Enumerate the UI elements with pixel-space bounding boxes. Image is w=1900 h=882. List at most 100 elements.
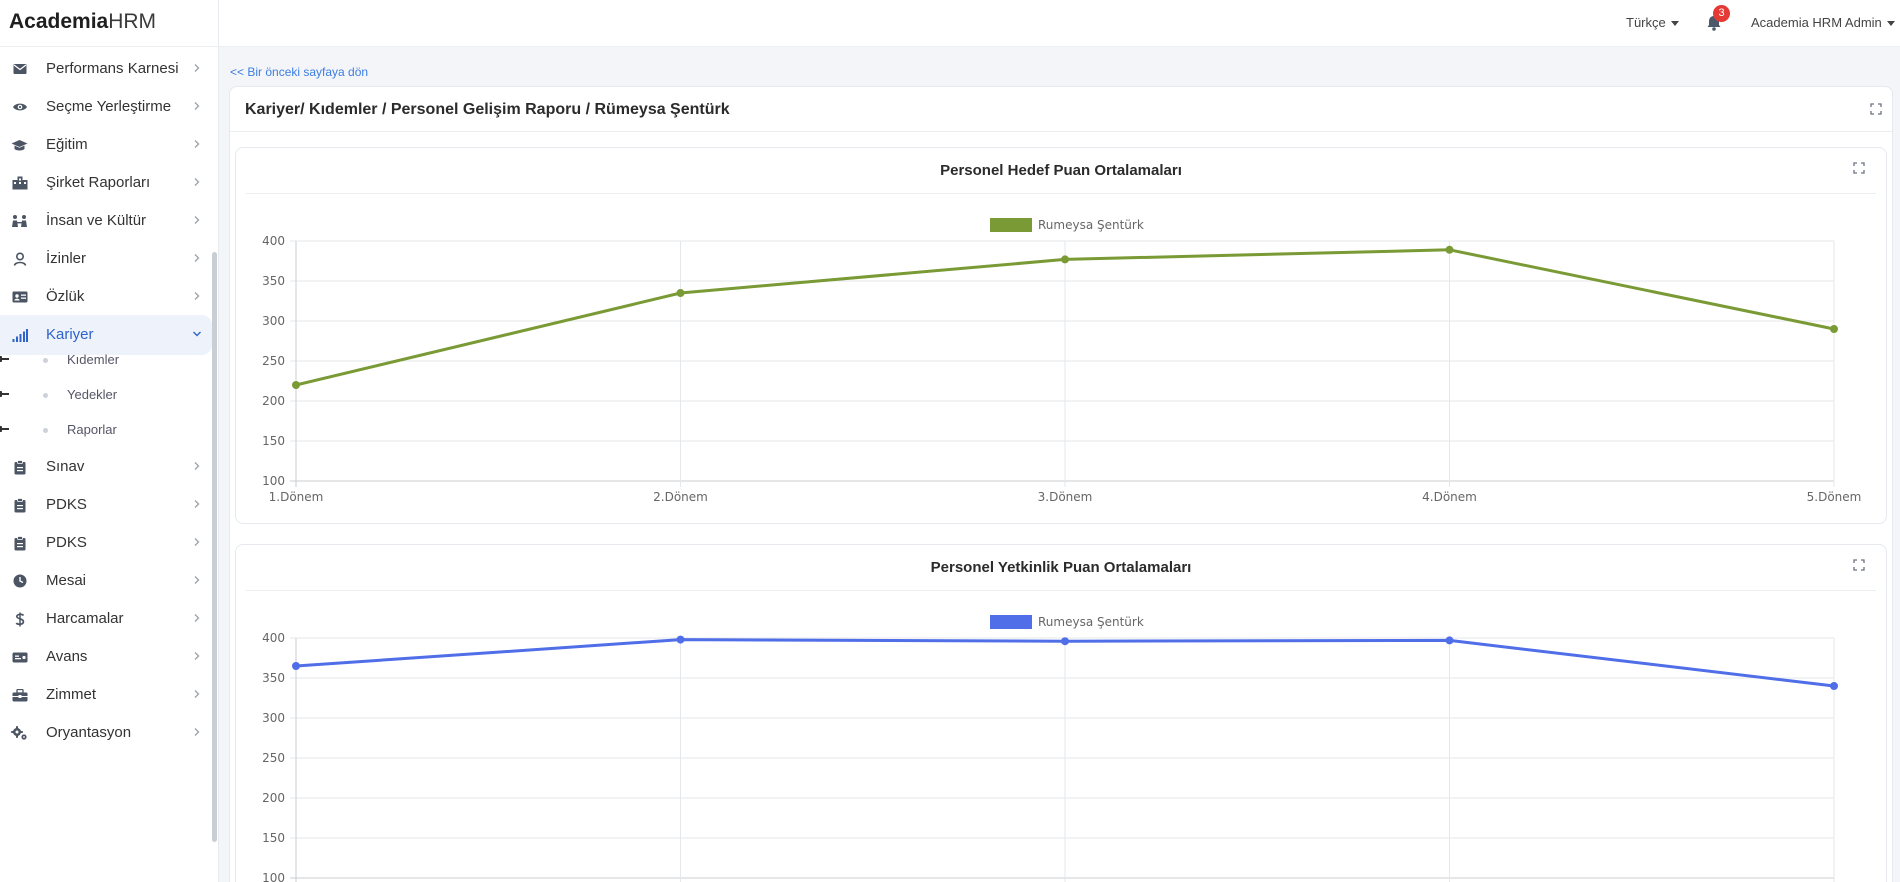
user-menu[interactable]: Academia HRM Admin bbox=[1751, 15, 1895, 30]
sidebar-item-özlük[interactable]: Özlük bbox=[0, 277, 212, 317]
sidebar-item-pdks-2[interactable]: PDKS bbox=[0, 523, 212, 563]
sidebar-subitem-label: Yedekler bbox=[67, 387, 118, 402]
expand-icon[interactable] bbox=[1853, 162, 1865, 174]
sidebar-item-zimmet[interactable]: Zimmet bbox=[0, 675, 212, 715]
chevron-right-icon bbox=[192, 213, 202, 228]
language-selector[interactable]: Türkçe bbox=[1626, 15, 1679, 30]
y-tick-label: 200 bbox=[262, 394, 285, 408]
chart-legend[interactable]: Rumeysa Şentürk bbox=[990, 218, 1144, 232]
id-card-icon bbox=[11, 289, 28, 305]
sidebar-item-label: Oryantasyon bbox=[46, 724, 132, 741]
sidebar-item-label: PDKS bbox=[46, 496, 87, 513]
target-score-chart-card: Personel Hedef Puan Ortalamaları Rumeysa… bbox=[235, 147, 1887, 524]
chart-title: Personel Yetkinlik Puan Ortalamaları bbox=[930, 559, 1192, 576]
sidebar-subitem-label: Kıdemler bbox=[67, 352, 120, 367]
sidebar-item-i-nsan-ve-kültür[interactable]: İnsan ve Kültür bbox=[0, 201, 212, 241]
sidebar-item-kariyer[interactable]: Kariyer bbox=[0, 315, 212, 355]
sidebar-scrollbar[interactable] bbox=[212, 252, 217, 842]
sidebar-item-eğitim[interactable]: Eğitim bbox=[0, 125, 212, 165]
notification-badge: 3 bbox=[1713, 5, 1730, 22]
sidebar-subitem-kidemler[interactable]: Kıdemler bbox=[0, 345, 212, 375]
sidebar-item-pdks[interactable]: PDKS bbox=[0, 485, 212, 525]
clipboard-icon bbox=[11, 459, 28, 475]
data-point[interactable] bbox=[676, 635, 685, 644]
sidebar-item-avans[interactable]: Avans bbox=[0, 637, 212, 677]
brand-logo[interactable]: AcademiaHRM bbox=[0, 0, 218, 47]
sidebar-item-sınav[interactable]: Sınav bbox=[0, 447, 212, 487]
back-link[interactable]: << Bir önceki sayfaya dön bbox=[230, 65, 369, 79]
sidebar-item-label: Kariyer bbox=[46, 326, 94, 343]
sidebar-item-label: Özlük bbox=[46, 288, 85, 305]
sidebar-item-label: Mesai bbox=[46, 572, 87, 589]
language-label: Türkçe bbox=[1626, 15, 1666, 30]
chevron-right-icon bbox=[192, 137, 202, 152]
chevron-right-icon bbox=[192, 251, 202, 266]
top-header: Türkçe 3 Academia HRM Admin bbox=[219, 0, 1900, 47]
pointer-marker-icon bbox=[0, 356, 9, 362]
chevron-right-icon bbox=[192, 459, 202, 474]
x-tick-label: 2.Dönem bbox=[653, 490, 708, 504]
sidebar-item-label: Performans Karnesi bbox=[46, 60, 179, 77]
sidebar-item-mesai[interactable]: Mesai bbox=[0, 561, 212, 601]
graduation-cap-icon bbox=[11, 137, 28, 153]
y-tick-label: 100 bbox=[262, 474, 285, 488]
sidebar-item-label: Şirket Raporları bbox=[46, 174, 151, 191]
data-point[interactable] bbox=[1830, 682, 1838, 690]
y-tick-label: 350 bbox=[262, 671, 285, 685]
y-tick-label: 250 bbox=[262, 751, 285, 765]
data-point[interactable] bbox=[676, 289, 685, 297]
chevron-right-icon bbox=[192, 535, 202, 550]
x-tick-label: 3.Dönem bbox=[1038, 490, 1093, 504]
clipboard-icon bbox=[11, 497, 28, 513]
sidebar-item-label: Eğitim bbox=[46, 136, 88, 153]
sidebar-item-label: Avans bbox=[46, 648, 88, 665]
people-icon bbox=[11, 213, 28, 229]
y-tick-label: 100 bbox=[262, 871, 285, 882]
building-icon bbox=[11, 175, 28, 191]
y-tick-label: 250 bbox=[262, 354, 285, 368]
x-tick-label: 4.Dönem bbox=[1422, 490, 1477, 504]
brand-bold: Academia bbox=[9, 10, 109, 33]
data-point[interactable] bbox=[1830, 325, 1838, 333]
sidebar-item-label: Sınav bbox=[46, 458, 85, 475]
bullet-icon bbox=[43, 428, 48, 433]
data-point[interactable] bbox=[1445, 636, 1454, 645]
data-point[interactable] bbox=[1061, 255, 1069, 264]
chevron-right-icon bbox=[192, 99, 202, 114]
user-name: Academia HRM Admin bbox=[1751, 15, 1882, 30]
y-tick-label: 300 bbox=[262, 711, 285, 725]
sidebar: AcademiaHRM Performans Karnesi Seçme Yerl… bbox=[0, 0, 219, 882]
sidebar-subitem-raporlar[interactable]: Raporlar bbox=[0, 415, 212, 445]
data-point[interactable] bbox=[1061, 637, 1069, 646]
sidebar-item-label: PDKS bbox=[46, 534, 87, 551]
sidebar-item-seçme-yerleştirme[interactable]: Seçme Yerleştirme bbox=[0, 87, 212, 127]
sidebar-item-performans-karnesi[interactable]: Performans Karnesi bbox=[0, 49, 212, 89]
page-title: Kariyer/ Kıdemler / Personel Gelişim Rap… bbox=[245, 101, 730, 118]
expand-icon[interactable] bbox=[1870, 103, 1882, 115]
chevron-right-icon bbox=[192, 687, 202, 702]
eye-icon bbox=[11, 99, 28, 115]
competency-score-chart-card: Personel Yetkinlik Puan Ortalamaları Rum… bbox=[235, 544, 1887, 882]
money-icon bbox=[11, 649, 28, 665]
data-point[interactable] bbox=[292, 662, 300, 670]
chevron-right-icon bbox=[192, 573, 202, 588]
clock-icon bbox=[11, 573, 28, 589]
dollar-icon bbox=[11, 611, 28, 627]
sidebar-item-oryantasyon[interactable]: Oryantasyon bbox=[0, 713, 212, 753]
chart-divider bbox=[246, 193, 1876, 194]
sidebar-item-harcamalar[interactable]: Harcamalar bbox=[0, 599, 212, 639]
sidebar-item-label: Harcamalar bbox=[46, 610, 124, 627]
chart-title: Personel Hedef Puan Ortalamaları bbox=[940, 162, 1182, 179]
x-tick-label: 1.Dönem bbox=[269, 490, 324, 504]
sidebar-subitem-yedekler[interactable]: Yedekler bbox=[0, 380, 212, 410]
sidebar-item-label: Seçme Yerleştirme bbox=[46, 98, 172, 115]
sidebar-item-i-zinler[interactable]: İzinler bbox=[0, 239, 212, 279]
data-point[interactable] bbox=[292, 381, 300, 389]
data-point[interactable] bbox=[1445, 245, 1454, 254]
chart-legend[interactable]: Rumeysa Şentürk bbox=[990, 615, 1144, 629]
y-tick-label: 400 bbox=[262, 234, 285, 248]
chevron-right-icon bbox=[192, 497, 202, 512]
card-header-divider bbox=[230, 131, 1892, 132]
expand-icon[interactable] bbox=[1853, 559, 1865, 571]
sidebar-item-şirket-raporları[interactable]: Şirket Raporları bbox=[0, 163, 212, 203]
